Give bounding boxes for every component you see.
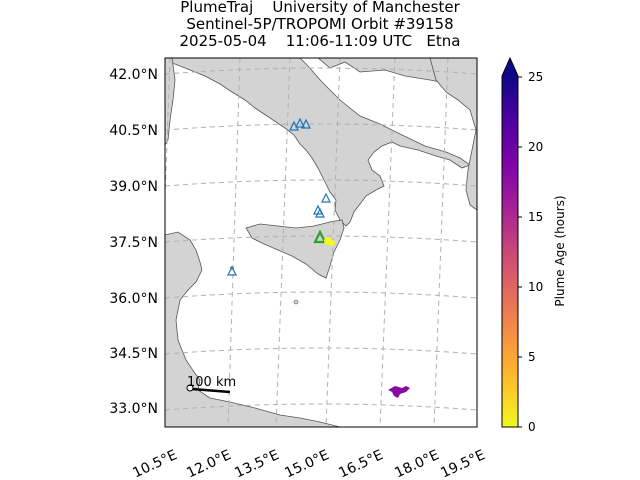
land-africa (165, 231, 341, 427)
lat-tick-label: 40.5°N (109, 123, 158, 139)
lon-tick-label: 15.0°E (282, 447, 331, 480)
colorbar-tick-label: 0 (528, 420, 536, 434)
map-content (165, 58, 477, 427)
lat-tick-label: 42.0°N (109, 67, 158, 83)
lon-axis: 10.5°E 12.0°E 13.5°E 15.0°E 16.5°E 18.0°… (130, 447, 487, 480)
lat-tick-label: 36.0°N (109, 291, 158, 307)
title-line-2: Sentinel-5P/TROPOMI Orbit #39158 (186, 15, 454, 33)
island-malta (293, 299, 299, 305)
colorbar-frame (501, 56, 519, 428)
lon-tick-label: 19.5°E (438, 447, 487, 480)
colorbar-label: Plume Age (hours) (553, 195, 567, 306)
volcano-triangle-icon (315, 207, 325, 218)
plume-old (388, 386, 410, 398)
lat-tick-label: 37.5°N (109, 235, 158, 251)
colorbar-tick-label: 20 (528, 140, 543, 154)
colorbar-tick-label: 10 (528, 280, 543, 294)
title-line-3: 2025-05-04 11:06-11:09 UTC Etna (179, 32, 461, 50)
colorbar: 0 5 10 15 20 25 Plume Age (hours) (501, 56, 567, 434)
lon-tick-label: 16.5°E (336, 447, 385, 480)
lon-tick-label: 13.5°E (232, 447, 281, 480)
volcano-triangle-icon (227, 265, 237, 276)
land-italy (165, 58, 477, 227)
map-frame (164, 57, 478, 428)
colorbar-tick-label: 5 (528, 350, 536, 364)
scale-bar (186, 384, 231, 394)
lat-tick-label: 33.0°N (109, 401, 158, 417)
title-line-1: PlumeTraj University of Manchester (180, 0, 460, 16)
land-balkans (429, 58, 477, 211)
colorbar-gradient (502, 76, 518, 427)
lat-tick-label: 34.5°N (109, 346, 158, 362)
scale-bar-label: 100 km (187, 375, 236, 390)
lat-axis: 42.0°N 40.5°N 39.0°N 37.5°N 36.0°N 34.5°… (109, 67, 158, 417)
volcano-triangle-icon (301, 118, 311, 129)
colorbar-tick-label: 15 (528, 210, 543, 224)
volcano-triangle-icon (295, 117, 305, 128)
lon-tick-label: 10.5°E (130, 447, 179, 480)
volcano-markers (227, 117, 331, 276)
volcano-triangle-icon (321, 192, 331, 203)
colorbar-extend-arrow (502, 58, 518, 76)
etna-volcano-icon (313, 229, 327, 244)
lon-tick-label: 12.0°E (184, 447, 233, 480)
plume-young (324, 237, 335, 246)
lon-tick-label: 18.0°E (392, 447, 441, 480)
lat-tick-label: 39.0°N (109, 179, 158, 195)
colorbar-tick-label: 25 (528, 70, 543, 84)
